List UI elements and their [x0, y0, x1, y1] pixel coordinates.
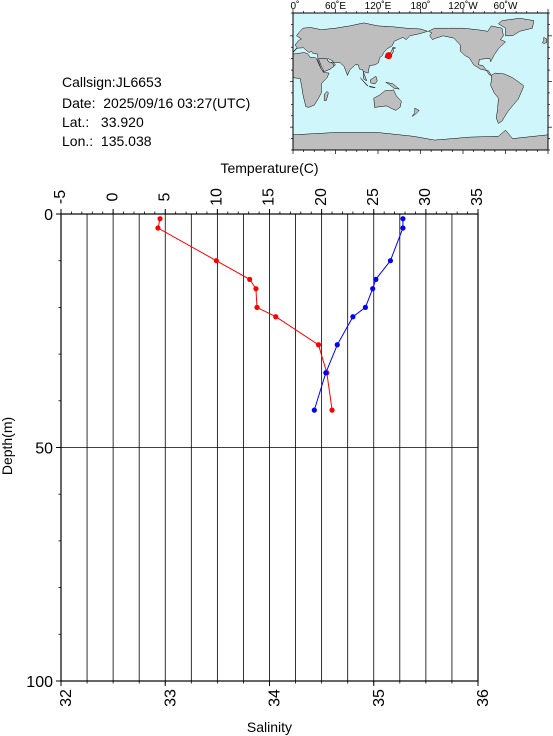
map-landmass: [541, 36, 547, 44]
depth-tick-label: 0: [44, 207, 53, 224]
temperature-tick-label: 35: [469, 188, 486, 206]
temperature-tick-label: 15: [261, 188, 278, 206]
temperature-point: [273, 314, 279, 320]
map-lon-label: 120˚W: [448, 0, 478, 12]
map-lon-label: 120˚E: [365, 0, 392, 12]
map-landmass: [323, 91, 329, 101]
depth-tick-label: 100: [26, 674, 53, 691]
temperature-point: [213, 258, 219, 264]
salinity-point: [350, 314, 356, 320]
temperature-point: [247, 276, 253, 282]
temperature-tick-label: 10: [209, 188, 226, 206]
temperature-axis-label: Temperature(C): [220, 160, 318, 176]
salinity-point: [334, 342, 340, 348]
salinity-axis-label: Salinity: [247, 719, 292, 735]
map-landmass: [385, 82, 401, 90]
map-landmass: [497, 18, 535, 37]
map-lon-label: 0˚: [291, 0, 300, 12]
longitude-text: Lon.: 135.038: [62, 133, 152, 149]
map-frame: [292, 12, 549, 151]
temperature-tick-label: 25: [365, 188, 382, 206]
salinity-tick-label: 33: [162, 689, 179, 707]
temperature-tick-label: 5: [156, 192, 173, 201]
map-landmass: [318, 58, 335, 72]
salinity-point: [400, 216, 406, 222]
map-landmass: [411, 107, 420, 117]
date-text: Date: 2025/09/16 03:27(UTC): [62, 95, 251, 111]
callsign-text: Callsign:JL6653: [62, 74, 162, 90]
salinity-point: [311, 407, 317, 413]
temperature-point: [315, 342, 322, 348]
salinity-tick-label: 32: [58, 689, 75, 707]
salinity-tick-label: 34: [267, 689, 284, 707]
map-landmass: [369, 85, 376, 88]
temperature-line: [157, 218, 333, 411]
temperature-point: [254, 304, 260, 310]
salinity-point: [373, 276, 379, 282]
map-landmass: [490, 72, 524, 124]
depth-tick-label: 50: [35, 441, 53, 458]
temperature-tick-label: -5: [52, 190, 69, 204]
salinity-point: [370, 286, 376, 292]
map-landmass: [373, 89, 402, 111]
temperature-tick-label: 20: [313, 188, 330, 206]
temperature-point: [157, 216, 163, 222]
map-lon-label: 60˚W: [494, 0, 518, 12]
map-landmass: [360, 77, 369, 87]
salinity-point: [362, 304, 369, 310]
map-lon-label: 180˚: [410, 0, 430, 12]
temperature-tick-label: 30: [417, 188, 434, 206]
map-lon-label: 60˚E: [325, 0, 346, 12]
temperature-point: [253, 286, 259, 292]
temperature-tick-label: 0: [104, 192, 121, 201]
map-landmass: [369, 75, 378, 85]
salinity-line: [313, 218, 404, 411]
salinity-point: [323, 370, 329, 376]
temperature-point: [329, 407, 335, 413]
map-landmass: [292, 52, 330, 108]
salinity-tick-label: 36: [475, 689, 492, 707]
latitude-text: Lat.: 33.920: [62, 114, 144, 130]
map-landmass: [427, 25, 506, 76]
salinity-point: [400, 225, 406, 231]
salinity-tick-label: 35: [371, 689, 388, 707]
temperature-point: [155, 225, 161, 231]
depth-axis-label: Depth(m): [0, 417, 15, 475]
salinity-point: [387, 258, 394, 264]
station-marker: [385, 52, 393, 60]
